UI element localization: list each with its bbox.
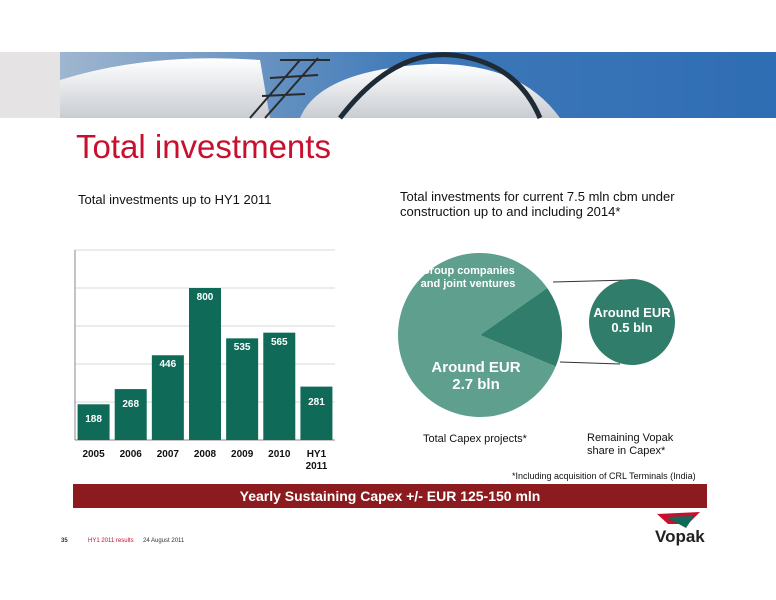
footer-date: 24 August 2011 <box>143 538 185 544</box>
callout-caption: Remaining Vopak share in Capex* <box>587 432 674 457</box>
page-number: 35 <box>61 538 68 544</box>
bar-value-label: 535 <box>233 342 251 354</box>
logo-text: Vopak <box>655 527 705 546</box>
bar-value-label: 800 <box>196 292 214 303</box>
callout-circle <box>589 279 675 365</box>
bar-value-label: 446 <box>159 359 177 371</box>
chart-title: Total investments for current 7.5 mln cb… <box>400 189 675 219</box>
banner-text: Yearly Sustaining Capex +/- EUR 125-150 … <box>239 488 541 504</box>
bar-value-label: 188 <box>85 414 102 426</box>
x-tick-label: 2007 <box>156 449 179 460</box>
slice-annotation: Around EUR 2.7 bln <box>431 359 521 394</box>
x-tick-label: 2008 <box>193 449 217 460</box>
bar-value-label: 565 <box>270 336 288 348</box>
x-tick-label: 2009 <box>231 449 254 460</box>
pie-slice <box>398 253 556 417</box>
bar-value-label: 268 <box>122 399 140 411</box>
bar <box>151 355 184 440</box>
callout-line <box>559 361 621 365</box>
x-tick-label: HY1 2011 <box>305 449 328 472</box>
pie-slice <box>480 287 562 367</box>
bar <box>189 288 221 440</box>
header-photo <box>0 52 776 120</box>
callout-line <box>552 279 631 283</box>
bar <box>77 404 110 440</box>
logo-mark <box>657 512 700 528</box>
x-tick-label: 2006 <box>119 449 142 460</box>
banner <box>73 484 707 508</box>
slice-label: Group companies and joint ventures <box>420 265 516 290</box>
pie-caption: Total Capex projects* <box>423 433 527 445</box>
footnote: *Including acquisition of CRL Terminals … <box>512 471 696 481</box>
bar <box>114 389 147 440</box>
slide-title: Total investments <box>76 128 331 165</box>
bar-value-label: 281 <box>308 396 325 408</box>
x-tick-label: 2010 <box>268 449 291 460</box>
callout-annotation: Around EUR 0.5 bln <box>593 305 671 335</box>
footer-report: HY1 2011 results <box>88 538 134 544</box>
x-tick-label: 2005 <box>82 449 105 460</box>
bar <box>226 338 259 440</box>
bar <box>263 332 296 440</box>
chart-title: Total investments up to HY1 2011 <box>78 192 272 207</box>
bar <box>300 386 333 440</box>
